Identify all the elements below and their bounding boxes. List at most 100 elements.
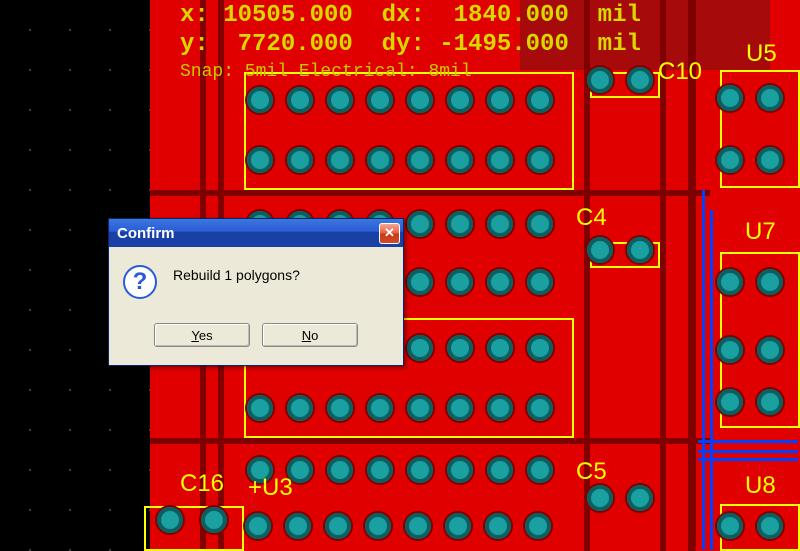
designator-label: U5 xyxy=(746,40,777,68)
pad[interactable] xyxy=(527,87,553,113)
pad[interactable] xyxy=(757,337,783,363)
pad[interactable] xyxy=(757,269,783,295)
confirm-dialog: Confirm ✕ ? Rebuild 1 polygons? Yes No xyxy=(108,218,404,366)
trace-bottom xyxy=(698,450,798,453)
pad[interactable] xyxy=(717,513,743,539)
pad[interactable] xyxy=(245,513,271,539)
dialog-body: ? Rebuild 1 polygons? Yes No xyxy=(109,247,403,365)
yes-button[interactable]: Yes xyxy=(154,323,250,347)
pad[interactable] xyxy=(627,237,653,263)
pad[interactable] xyxy=(487,395,513,421)
trace-bottom xyxy=(710,210,713,550)
pad[interactable] xyxy=(485,513,511,539)
pad[interactable] xyxy=(717,85,743,111)
pad[interactable] xyxy=(247,395,273,421)
pad[interactable] xyxy=(445,513,471,539)
pad[interactable] xyxy=(327,87,353,113)
pad[interactable] xyxy=(407,211,433,237)
designator-label: C10 xyxy=(658,58,702,86)
designator-label: U8 xyxy=(745,472,776,500)
pad[interactable] xyxy=(157,507,183,533)
trace-bottom xyxy=(698,458,798,461)
pad[interactable] xyxy=(487,211,513,237)
pad[interactable] xyxy=(447,457,473,483)
pad[interactable] xyxy=(367,395,393,421)
designator-label: C4 xyxy=(576,204,607,232)
trace xyxy=(150,438,710,444)
pad[interactable] xyxy=(757,147,783,173)
pad[interactable] xyxy=(407,87,433,113)
pad[interactable] xyxy=(587,67,613,93)
pad[interactable] xyxy=(527,147,553,173)
pad[interactable] xyxy=(327,147,353,173)
pad[interactable] xyxy=(327,457,353,483)
pad[interactable] xyxy=(487,147,513,173)
trace-bottom xyxy=(698,440,798,443)
pad[interactable] xyxy=(447,269,473,295)
pad[interactable] xyxy=(527,395,553,421)
pad[interactable] xyxy=(407,457,433,483)
pad[interactable] xyxy=(407,395,433,421)
pad[interactable] xyxy=(717,337,743,363)
pad[interactable] xyxy=(627,67,653,93)
designator-label: +U3 xyxy=(248,474,293,502)
pad[interactable] xyxy=(447,147,473,173)
close-icon: ✕ xyxy=(384,225,395,241)
pad[interactable] xyxy=(527,211,553,237)
pad[interactable] xyxy=(447,395,473,421)
pad[interactable] xyxy=(587,237,613,263)
pad[interactable] xyxy=(717,389,743,415)
question-icon: ? xyxy=(123,265,157,299)
trace-bottom xyxy=(702,190,705,550)
pad[interactable] xyxy=(527,335,553,361)
pad[interactable] xyxy=(367,147,393,173)
pad[interactable] xyxy=(757,389,783,415)
coordinate-readout: x: 10505.000 dx: 1840.000 mil y: 7720.00… xyxy=(180,0,641,60)
pad[interactable] xyxy=(487,457,513,483)
pad[interactable] xyxy=(525,513,551,539)
pad[interactable] xyxy=(407,147,433,173)
pad[interactable] xyxy=(487,335,513,361)
pad[interactable] xyxy=(757,85,783,111)
pad[interactable] xyxy=(325,513,351,539)
pad[interactable] xyxy=(717,269,743,295)
pad[interactable] xyxy=(487,269,513,295)
pad[interactable] xyxy=(717,147,743,173)
snap-readout: Snap: 5mil Electrical: 8mil xyxy=(180,62,472,82)
pad[interactable] xyxy=(287,87,313,113)
pad[interactable] xyxy=(527,269,553,295)
designator-label: U7 xyxy=(745,218,776,246)
pad[interactable] xyxy=(407,269,433,295)
no-button[interactable]: No xyxy=(262,323,358,347)
pad[interactable] xyxy=(587,485,613,511)
pad[interactable] xyxy=(447,87,473,113)
pad[interactable] xyxy=(627,485,653,511)
pad[interactable] xyxy=(247,147,273,173)
pad[interactable] xyxy=(447,335,473,361)
pad[interactable] xyxy=(407,335,433,361)
designator-label: C16 xyxy=(180,470,224,498)
pad[interactable] xyxy=(285,513,311,539)
trace xyxy=(150,190,710,196)
pad[interactable] xyxy=(405,513,431,539)
dialog-button-row: Yes No xyxy=(123,323,389,351)
pad[interactable] xyxy=(247,87,273,113)
close-button[interactable]: ✕ xyxy=(379,223,400,244)
pad[interactable] xyxy=(367,87,393,113)
designator-label: C5 xyxy=(576,458,607,486)
pad[interactable] xyxy=(365,513,391,539)
pad[interactable] xyxy=(487,87,513,113)
pad[interactable] xyxy=(327,395,353,421)
pad[interactable] xyxy=(287,395,313,421)
dialog-titlebar[interactable]: Confirm ✕ xyxy=(109,219,403,247)
pad[interactable] xyxy=(527,457,553,483)
pad[interactable] xyxy=(367,457,393,483)
pad[interactable] xyxy=(201,507,227,533)
coord-x-line: x: 10505.000 dx: 1840.000 mil xyxy=(180,2,641,31)
pad[interactable] xyxy=(447,211,473,237)
dialog-message: Rebuild 1 polygons? xyxy=(173,265,300,283)
dialog-title: Confirm xyxy=(117,225,379,242)
pad[interactable] xyxy=(287,147,313,173)
pad[interactable] xyxy=(757,513,783,539)
coord-y-line: y: 7720.000 dy: -1495.000 mil xyxy=(180,31,641,60)
